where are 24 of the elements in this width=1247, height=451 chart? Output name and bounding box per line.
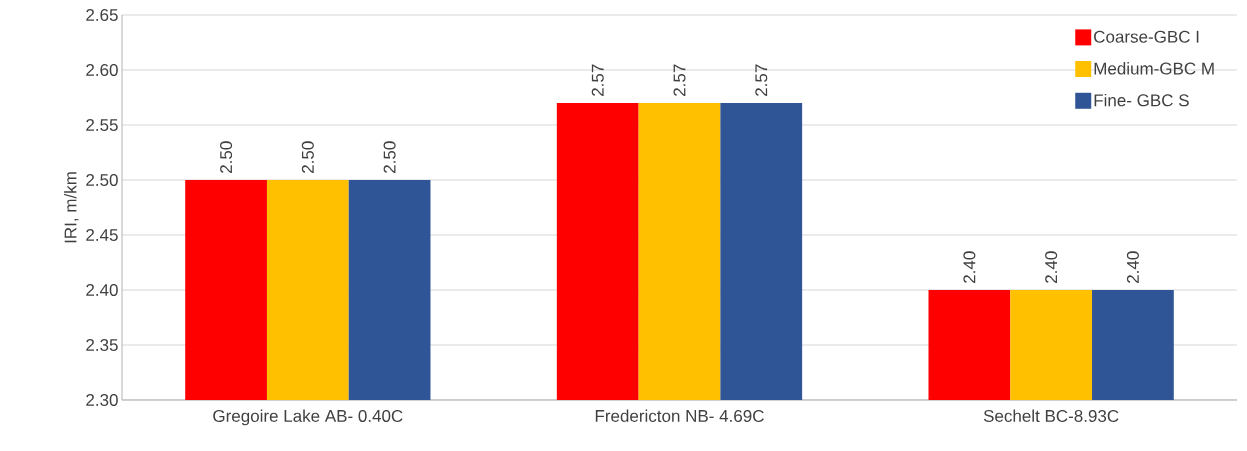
data-label: 2.40 bbox=[1045, 251, 1058, 283]
data-label: 2.50 bbox=[383, 141, 396, 173]
legend-label: Fine- GBC S bbox=[1094, 93, 1189, 107]
data-label: 2.40 bbox=[963, 251, 976, 283]
text: 2.35 bbox=[86, 338, 118, 352]
text: 2.45 bbox=[86, 228, 118, 242]
x-tick-label: Sechelt BC-8.93C bbox=[983, 409, 1119, 422]
text: 2.30 bbox=[86, 393, 118, 407]
legend-label: Coarse-GBC I bbox=[1094, 30, 1199, 43]
data-label: 2.57 bbox=[755, 64, 768, 96]
data-label: 2.40 bbox=[1126, 251, 1139, 283]
text: 2.50 bbox=[86, 173, 118, 187]
data-label: 2.57 bbox=[673, 64, 686, 96]
data-label: 2.57 bbox=[591, 64, 604, 96]
data-label: 2.50 bbox=[220, 141, 233, 173]
data-label: 2.50 bbox=[301, 141, 314, 173]
y-axis-title: IRI, m/km bbox=[64, 172, 79, 243]
text: 2.65 bbox=[86, 8, 118, 22]
x-tick-label: Gregoire Lake AB- 0.40C bbox=[213, 409, 403, 426]
text: 2.40 bbox=[86, 283, 118, 297]
text: 2.55 bbox=[86, 118, 118, 132]
x-tick-label: Fredericton NB- 4.69C bbox=[595, 409, 764, 422]
legend-label: Medium-GBC M bbox=[1094, 62, 1214, 75]
text: 2.60 bbox=[86, 63, 118, 77]
